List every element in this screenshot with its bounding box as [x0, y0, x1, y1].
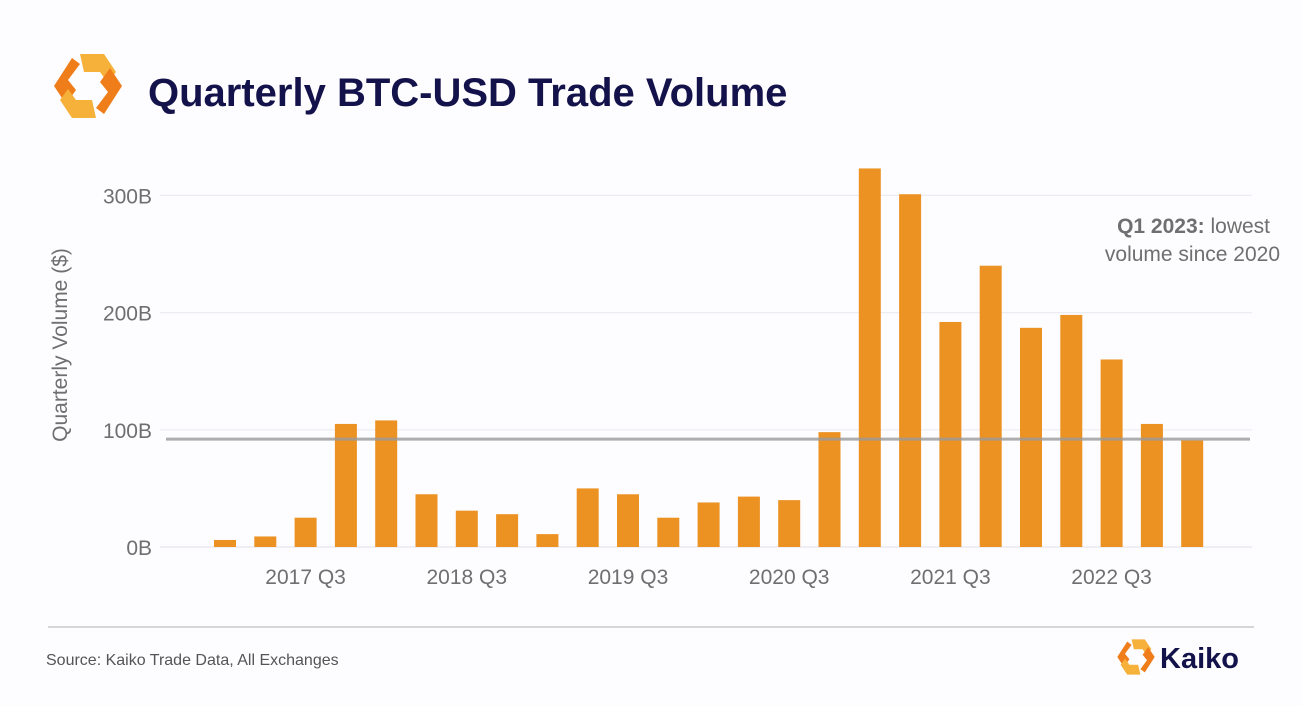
bar [294, 517, 317, 547]
bar [899, 194, 922, 547]
kaiko-logo-icon [54, 54, 122, 118]
bar [254, 536, 277, 547]
bar [1020, 327, 1042, 547]
bar [496, 514, 519, 547]
bar [657, 517, 680, 547]
annotation-bold: Q1 2023: [1117, 215, 1205, 238]
bar [214, 539, 236, 547]
y-tick-label: 100B [103, 420, 152, 443]
bar [818, 432, 841, 547]
kaiko-brand: Kaiko [1117, 639, 1239, 675]
bar [1140, 423, 1163, 547]
bar [576, 488, 599, 547]
x-tick-label: 2019 Q3 [588, 566, 669, 589]
x-tick-label: 2022 Q3 [1071, 566, 1152, 589]
bar [334, 423, 357, 547]
y-tick-labels: 0B 100B 200B 300B [103, 185, 152, 560]
x-tick-label: 2021 Q3 [910, 566, 991, 589]
y-tick-label: 0B [126, 537, 152, 560]
brand-name: Kaiko [1160, 643, 1239, 675]
x-tick-label: 2017 Q3 [265, 566, 346, 589]
x-tick-labels: 2017 Q3 2018 Q3 2019 Q3 2020 Q3 2021 Q3 2022 … [265, 566, 1152, 589]
bar [1060, 314, 1083, 547]
x-tick-label: 2018 Q3 [427, 566, 508, 589]
y-axis-label: Quarterly Volume ($) [49, 248, 72, 442]
page-title: Quarterly BTC-USD Trade Volume [148, 71, 787, 115]
annotation-line-2: volume since 2020 [1105, 243, 1280, 266]
bar [536, 534, 559, 547]
bar [1100, 359, 1123, 547]
annotation-line-1: Q1 2023: lowest [1117, 215, 1270, 238]
annotation: Q1 2023: lowest volume since 2020 [1105, 215, 1280, 266]
bar [455, 510, 478, 547]
bar [737, 496, 760, 547]
x-tick-label: 2020 Q3 [749, 566, 830, 589]
y-tick-label: 200B [103, 303, 152, 326]
bar [617, 494, 639, 547]
bar [415, 494, 438, 547]
bar [1181, 440, 1204, 547]
bar [697, 502, 720, 547]
bar [375, 420, 398, 547]
bar [858, 168, 881, 547]
annotation-rest: lowest [1205, 215, 1271, 238]
bar [939, 321, 962, 547]
source-note: Source: Kaiko Trade Data, All Exchanges [46, 652, 339, 669]
y-tick-label: 300B [103, 185, 152, 208]
kaiko-small-logo-icon [1117, 639, 1155, 675]
bar-series [214, 168, 1204, 547]
gridlines [160, 194, 1252, 548]
bar [778, 500, 801, 547]
bar [979, 265, 1002, 547]
